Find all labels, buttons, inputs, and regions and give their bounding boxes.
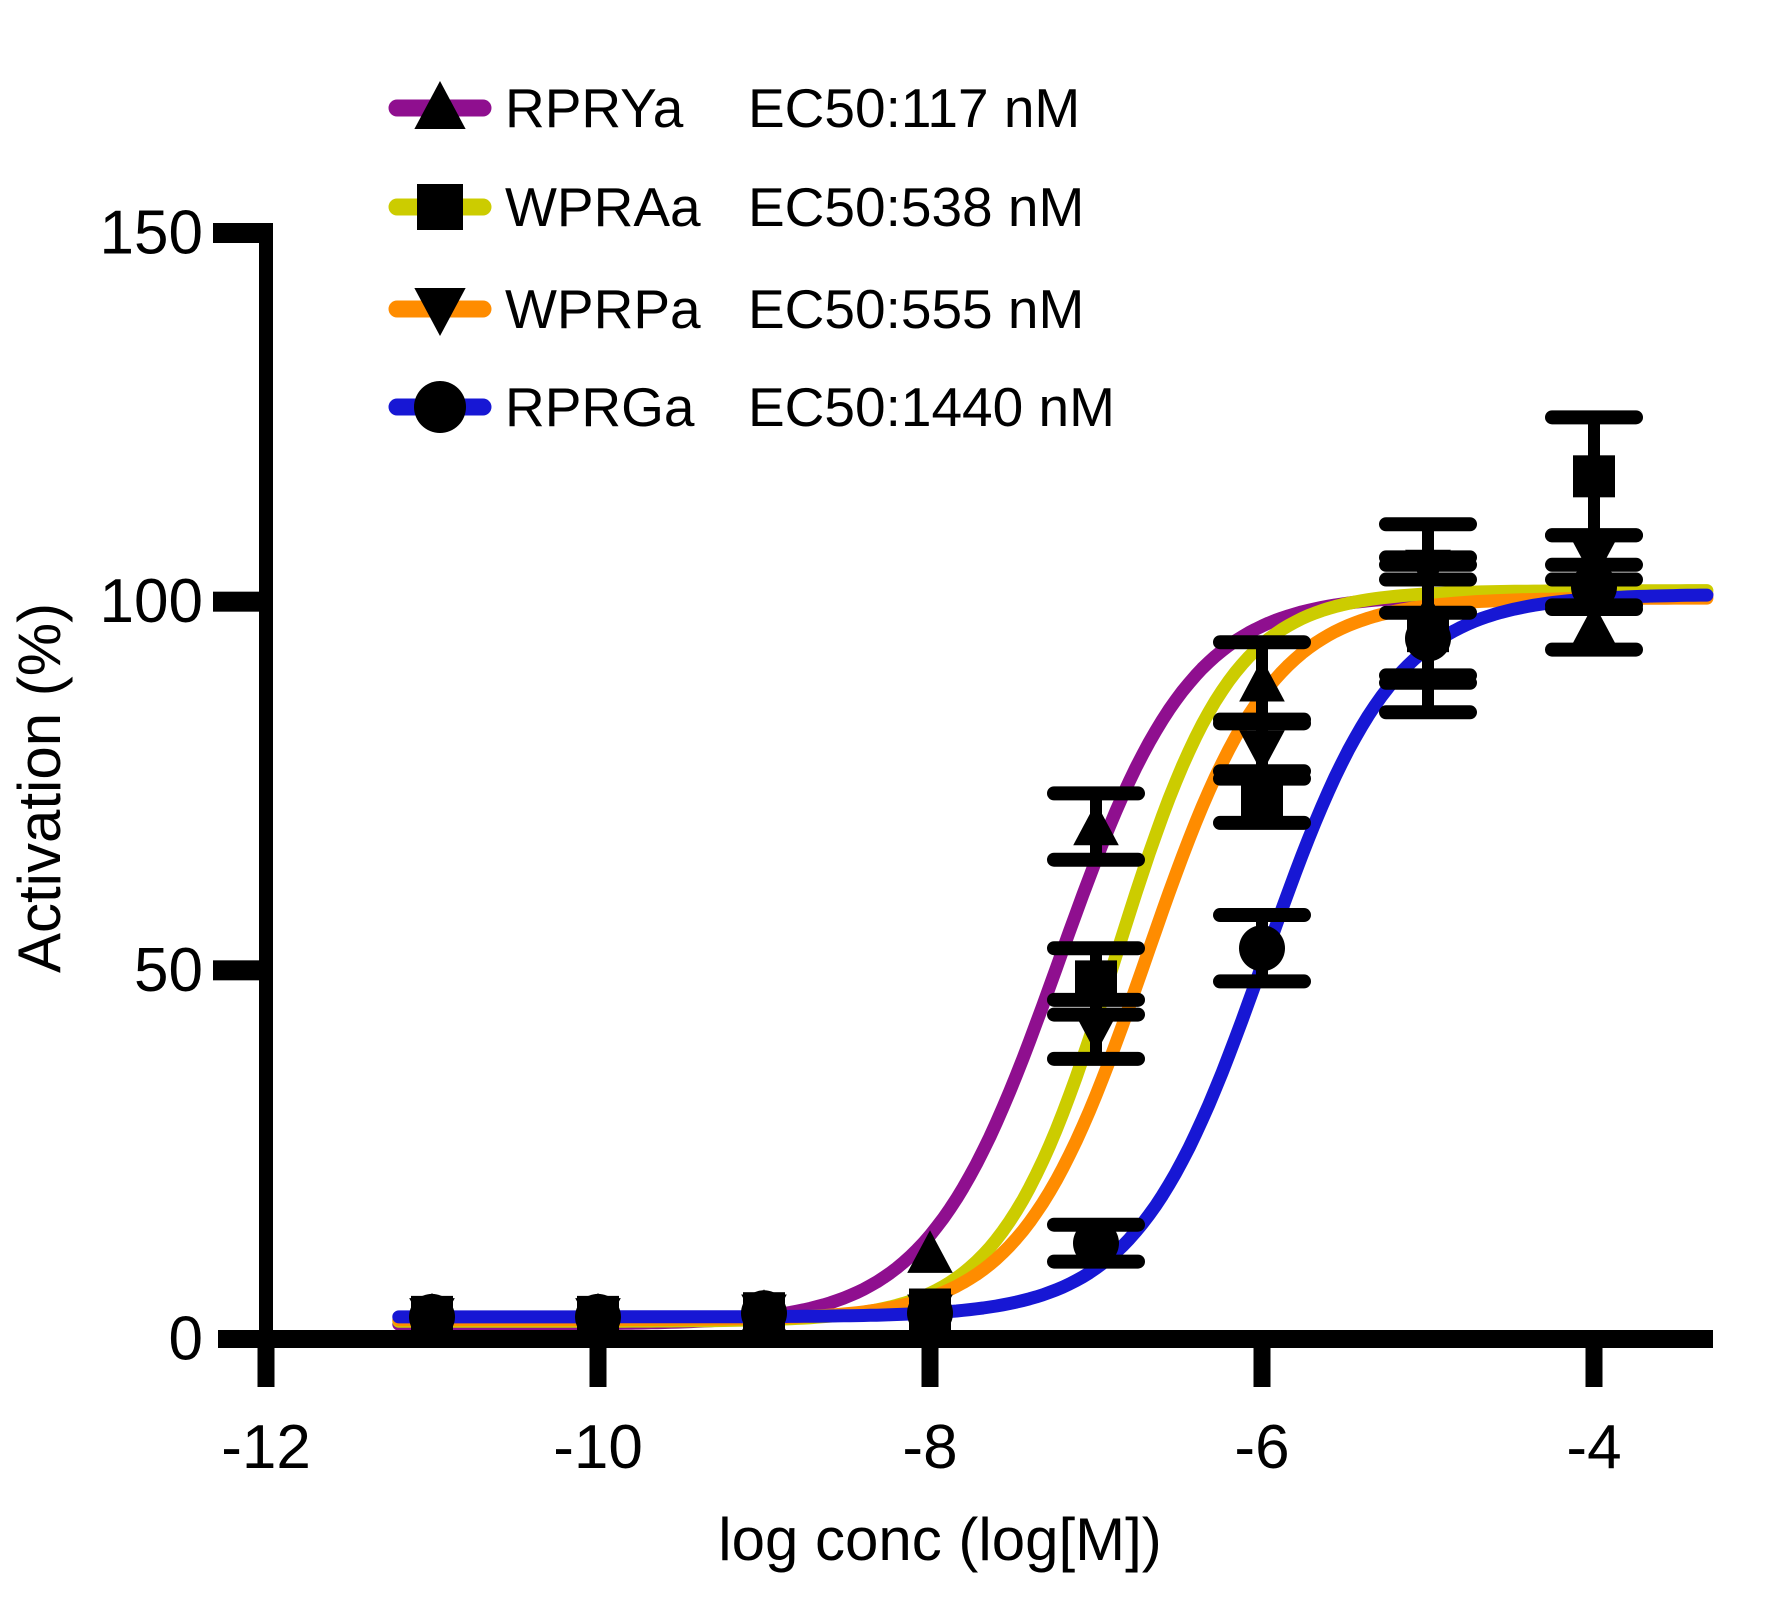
x-tick-label--10: -10 xyxy=(553,1413,643,1482)
legend-entry-RPRGa: RPRGa EC50:1440 nM xyxy=(388,376,1115,438)
axes-layer: 0 50 100 150 -12 -10 -8 -6 -4 xyxy=(100,199,1713,1482)
points-layer xyxy=(409,410,1643,1341)
legend-ec50-RPRGa: EC50:1440 nM xyxy=(748,376,1115,438)
x-tick--12 xyxy=(257,1348,275,1387)
square-marker xyxy=(1573,455,1615,498)
x-tick--8 xyxy=(921,1348,939,1387)
legend-ec50-WPRPa: EC50:555 nM xyxy=(748,278,1084,340)
legend-entry-RPRYa: RPRYa EC50:117 nM xyxy=(388,77,1080,139)
fit-curve-WPRAa xyxy=(392,584,1714,1328)
x-tick-label--8: -8 xyxy=(902,1413,957,1482)
y-tick-100 xyxy=(213,591,273,612)
legend-label-RPRGa: RPRGa xyxy=(505,376,695,438)
x-axis-title: log conc (log[M]) xyxy=(718,1506,1162,1573)
curves-layer xyxy=(392,584,1714,1331)
legend-label-RPRYa: RPRYa xyxy=(505,77,684,139)
circle-marker xyxy=(1571,563,1617,610)
triangle-up-marker xyxy=(1571,603,1617,647)
series-RPRGa xyxy=(409,557,1643,1340)
legend-entry-WPRAa: WPRAa EC50:538 nM xyxy=(388,176,1084,238)
y-tick-label-50: 50 xyxy=(134,936,203,1005)
x-tick--4 xyxy=(1585,1348,1603,1387)
legend-ec50-WPRAa: EC50:538 nM xyxy=(748,176,1084,238)
y-axis-spine xyxy=(259,224,273,1387)
y-tick-150 xyxy=(213,223,273,244)
circle-marker xyxy=(1073,1220,1119,1267)
circle-marker xyxy=(741,1290,787,1337)
legend-ec50-RPRYa: EC50:117 nM xyxy=(748,77,1080,139)
x-tick--6 xyxy=(1253,1348,1271,1387)
series-WPRPa xyxy=(409,517,1643,1341)
legend-label-WPRPa: WPRPa xyxy=(505,278,701,340)
x-tick--10 xyxy=(589,1348,607,1387)
legend-square-icon xyxy=(417,184,463,230)
circle-marker xyxy=(1405,615,1451,662)
legend-layer: RPRYa EC50:117 nM WPRAa EC50:538 nM WPRPa EC5… xyxy=(388,77,1115,438)
circle-marker xyxy=(1239,925,1285,972)
triangle-up-marker xyxy=(907,1230,953,1273)
fit-curve-RPRYa xyxy=(392,587,1714,1331)
circle-marker xyxy=(409,1293,455,1340)
x-tick-label--12: -12 xyxy=(221,1413,311,1482)
series-RPRYa xyxy=(409,550,1643,1336)
legend-label-WPRAa: WPRAa xyxy=(505,176,701,238)
legend-circle-icon xyxy=(414,381,466,433)
y-tick-label-0: 0 xyxy=(169,1305,203,1374)
x-tick-label--4: -4 xyxy=(1566,1413,1621,1482)
y-tick-50 xyxy=(213,960,273,981)
triangle-up-marker xyxy=(1239,658,1285,702)
triangle-up-marker xyxy=(1073,802,1119,846)
triangle-down-marker xyxy=(1073,1010,1119,1054)
y-axis-title: Activation (%) xyxy=(6,603,73,973)
y-tick-label-150: 150 xyxy=(100,199,203,268)
legend-triangle-up-icon xyxy=(414,81,466,130)
y-tick-label-100: 100 xyxy=(100,567,203,636)
fit-curve-RPRGa xyxy=(392,588,1714,1324)
circle-marker xyxy=(575,1293,621,1340)
x-tick-label--6: -6 xyxy=(1234,1413,1289,1482)
legend-entry-WPRPa: WPRPa EC50:555 nM xyxy=(388,278,1084,340)
triangle-down-marker xyxy=(1239,730,1285,774)
circle-marker xyxy=(907,1290,953,1337)
legend-triangle-down-icon xyxy=(414,287,466,336)
